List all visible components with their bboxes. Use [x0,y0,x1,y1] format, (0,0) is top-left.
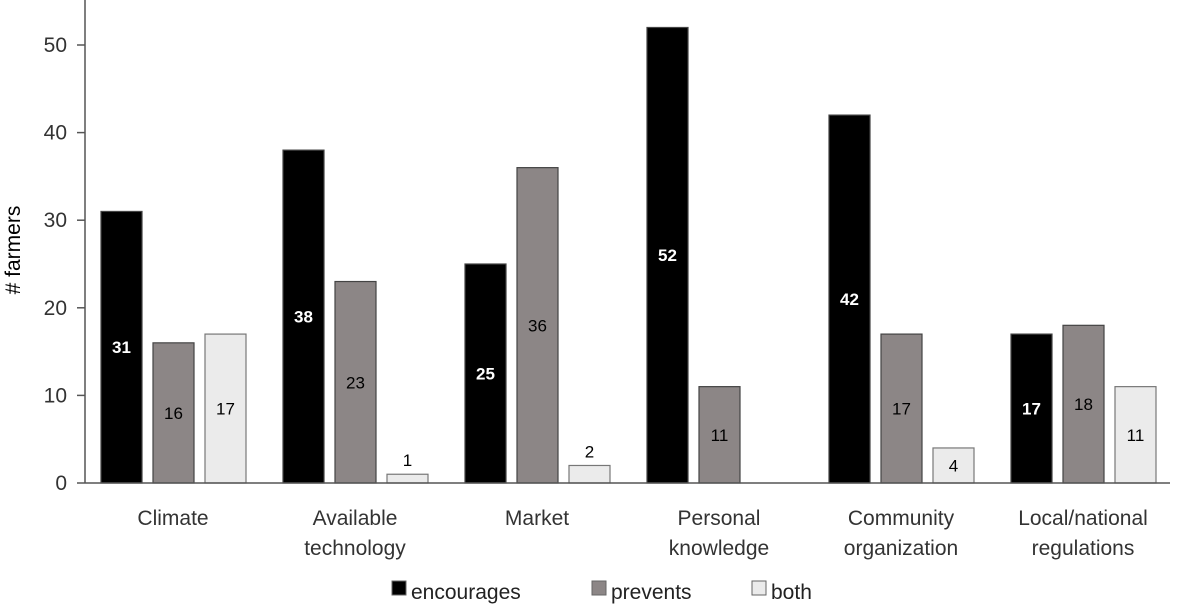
bar-prevents [152,342,195,484]
bars: 31 38 25 52 42 17 16 23 36 11 17 18 17 1 2 4 11 [100,26,1157,484]
bar-encourages [464,263,507,484]
y-tick-label: 30 [44,209,67,232]
legend-swatch-encourages [391,580,407,596]
data-label-prevents: 11 [711,426,729,445]
x-category-label: Climate [137,507,208,530]
data-label-encourages: 31 [112,338,131,357]
bar-prevents [698,386,741,484]
y-tick-label: 10 [44,384,67,407]
bar-both [386,473,429,484]
legend-label-prevents: prevents [611,581,692,604]
y-tick-label: 50 [44,34,67,57]
data-label-both: 11 [1127,426,1145,445]
data-label-encourages: 25 [476,365,495,384]
legend-label-both: both [771,581,812,604]
y-axis: 0 10 20 30 40 50 [44,0,86,495]
data-label-prevents: 18 [1074,395,1093,414]
data-label-both: 17 [216,400,235,419]
bar-both [1114,386,1157,484]
bar-encourages [282,149,325,484]
bar-both [204,333,247,484]
y-tick-label: 40 [44,122,67,145]
data-label-both: 4 [949,456,958,475]
legend: encourages prevents both [391,580,812,604]
bar-prevents [880,333,923,484]
data-label-encourages: 42 [840,290,859,309]
bar-prevents [1062,324,1105,484]
bar-both [932,447,975,484]
data-label-encourages: 17 [1022,400,1041,419]
data-label-prevents: 16 [164,404,183,423]
bar-both [568,464,611,484]
data-label-prevents: 17 [892,400,911,419]
x-axis-categories: Climate Available technology Market Personal… [137,507,1147,560]
data-label-prevents: 23 [346,373,365,392]
x-category-label: Available technology [304,507,406,560]
bar-encourages [646,26,689,484]
x-category-label: Community organization [844,507,958,560]
legend-label-encourages: encourages [411,581,521,604]
legend-swatch-prevents [591,580,607,596]
x-category-label: Market [505,507,569,530]
data-label-both: 1 [403,451,412,470]
bar-encourages [828,114,871,484]
x-category-label: Personal knowledge [669,507,769,560]
y-tick-label: 20 [44,297,67,320]
data-label-encourages: 38 [294,308,313,327]
data-label-both: 2 [585,442,594,461]
bar-prevents [334,280,377,484]
bar-encourages [1010,333,1053,484]
data-label-prevents: 36 [528,316,547,335]
legend-swatch-both [751,580,767,596]
y-axis-label: # farmers [2,206,25,295]
y-tick-label: 0 [55,472,67,495]
x-category-label: Local/national regulations [1018,507,1148,560]
data-label-encourages: 52 [658,246,677,265]
